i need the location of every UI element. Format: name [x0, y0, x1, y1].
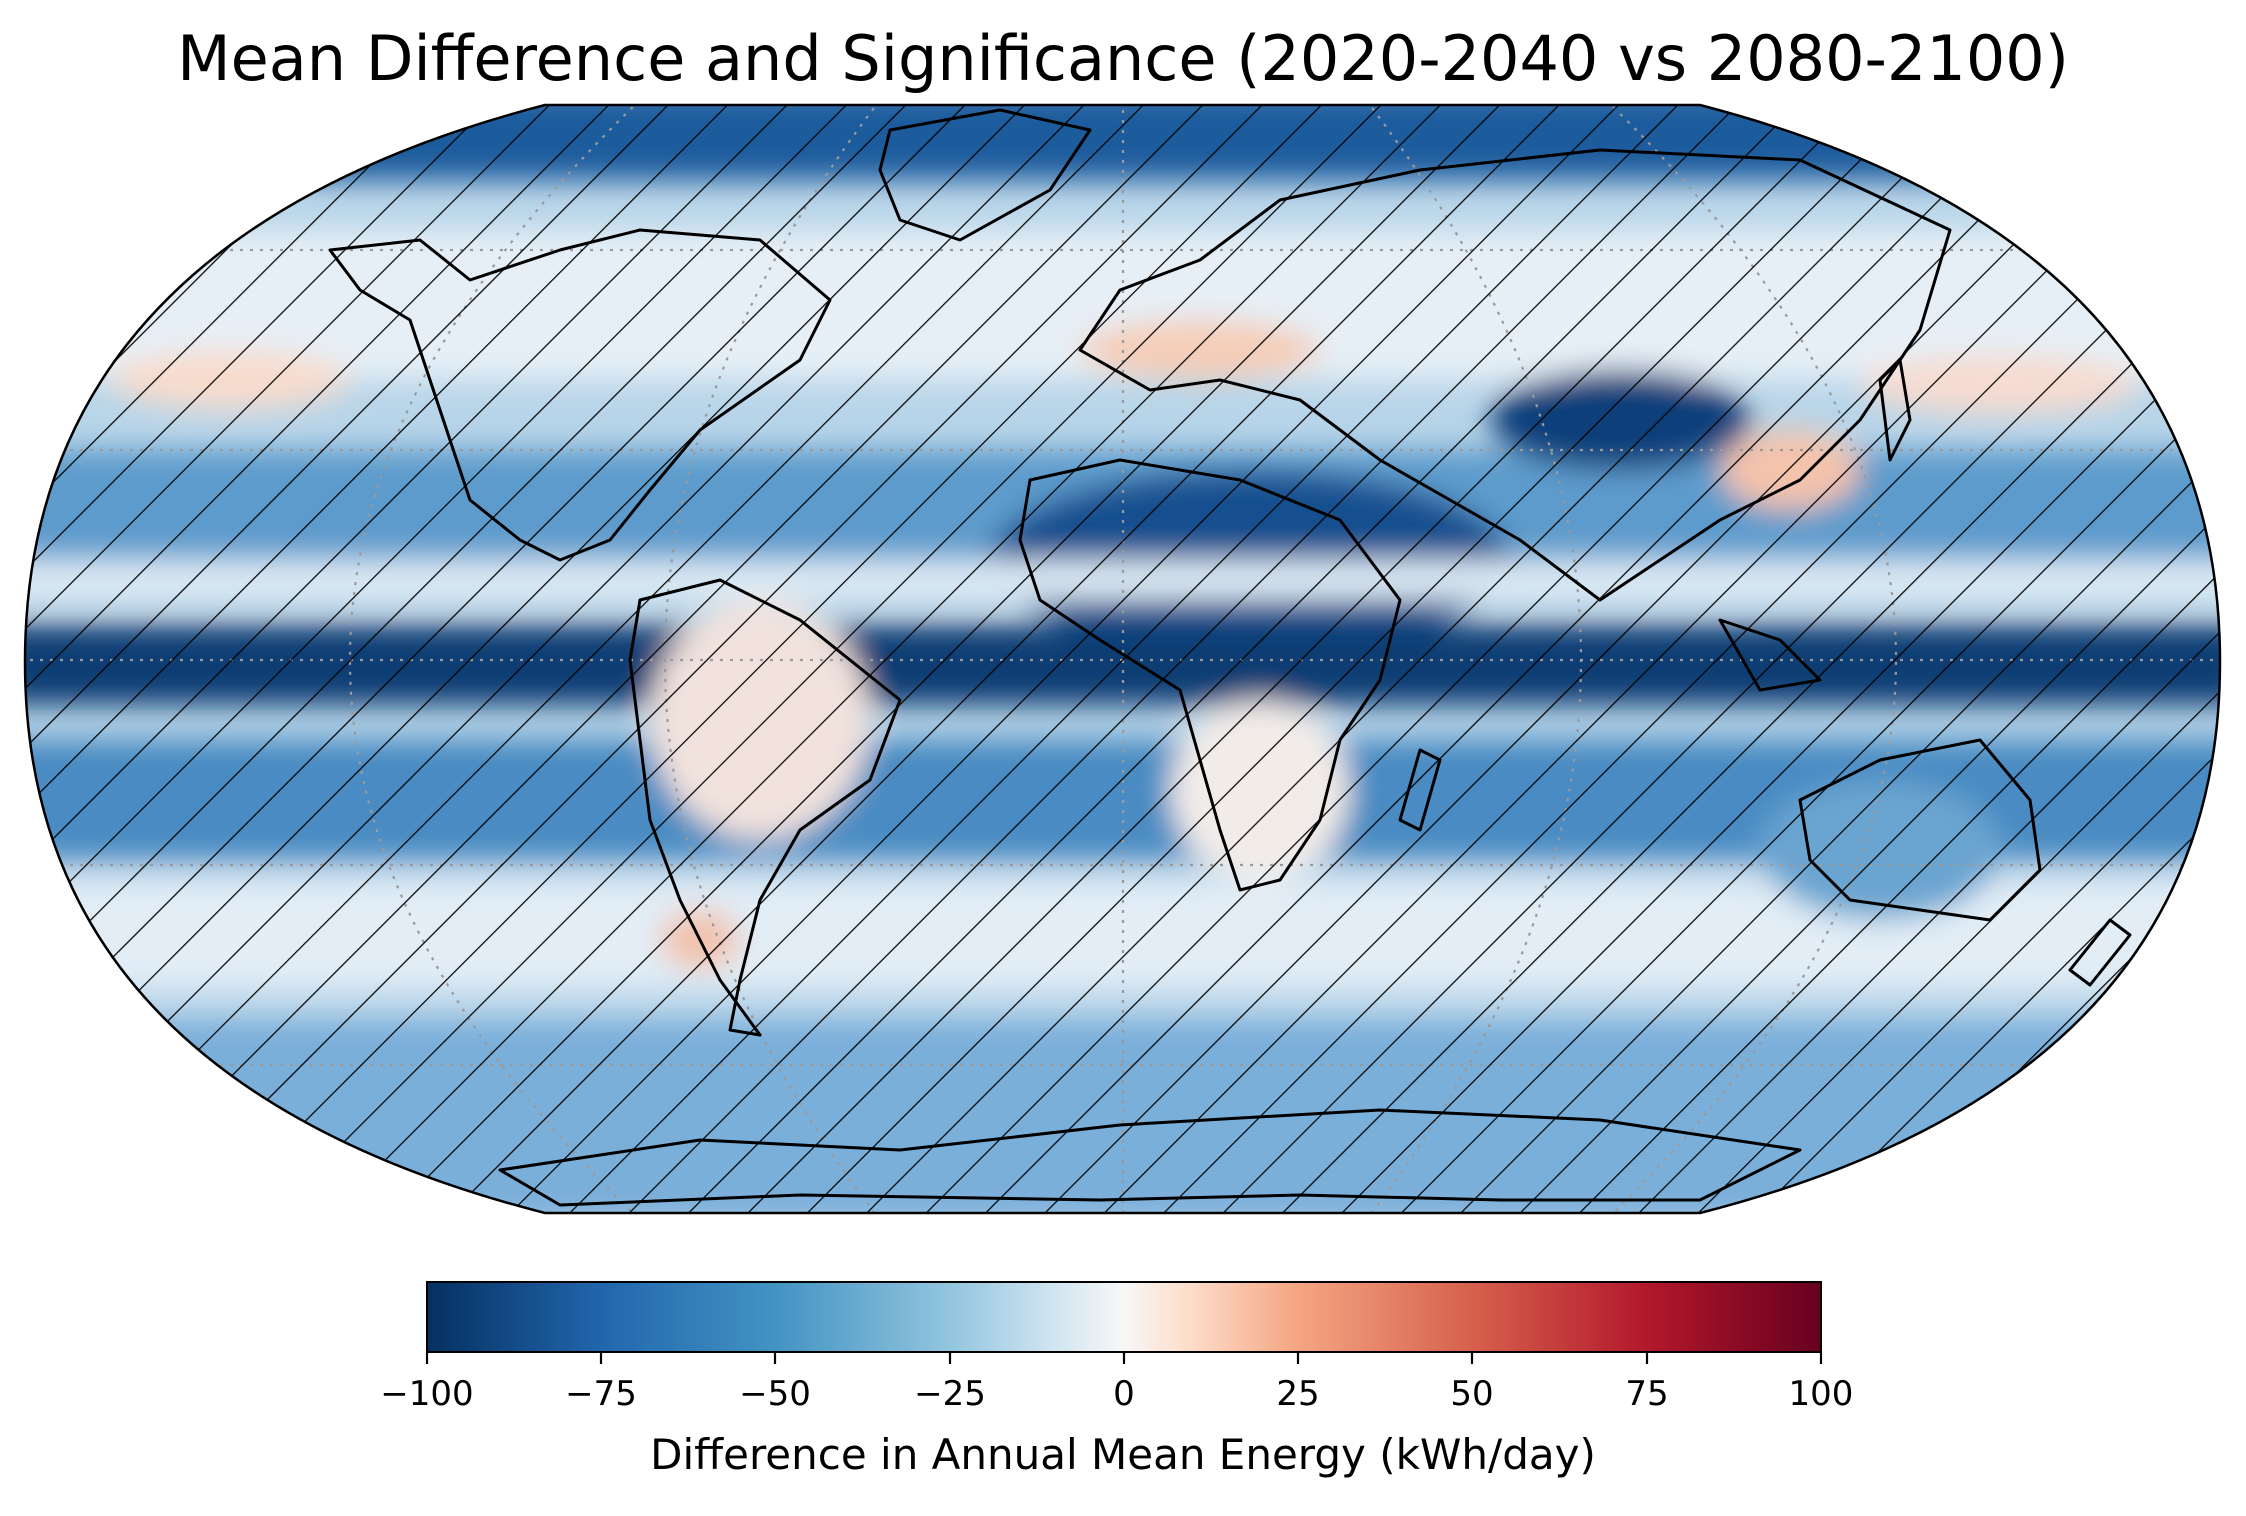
colorbar-tick-label: 50 [1450, 1374, 1494, 1414]
colorbar-tick-label: 25 [1276, 1374, 1320, 1414]
chart-title: Mean Difference and Significance (2020-2… [177, 22, 2069, 95]
map-globe [25, 105, 2220, 1213]
globe-outline [23, 103, 2222, 1215]
colorbar-tick-label: 0 [1113, 1374, 1135, 1414]
colorbar-tick-label: −75 [565, 1374, 637, 1414]
colorbar-label: Difference in Annual Mean Energy (kWh/da… [650, 1430, 1596, 1479]
colorbar-tick-label: 100 [1788, 1374, 1854, 1414]
coastlines [328, 108, 2132, 1207]
colorbar-tick-label: 75 [1625, 1374, 1669, 1414]
colorbar-tick-label: −100 [380, 1374, 474, 1414]
colorbar-tick-label: −25 [914, 1374, 986, 1414]
colorbar-tick-label: −50 [739, 1374, 811, 1414]
colorbar [426, 1281, 1822, 1353]
